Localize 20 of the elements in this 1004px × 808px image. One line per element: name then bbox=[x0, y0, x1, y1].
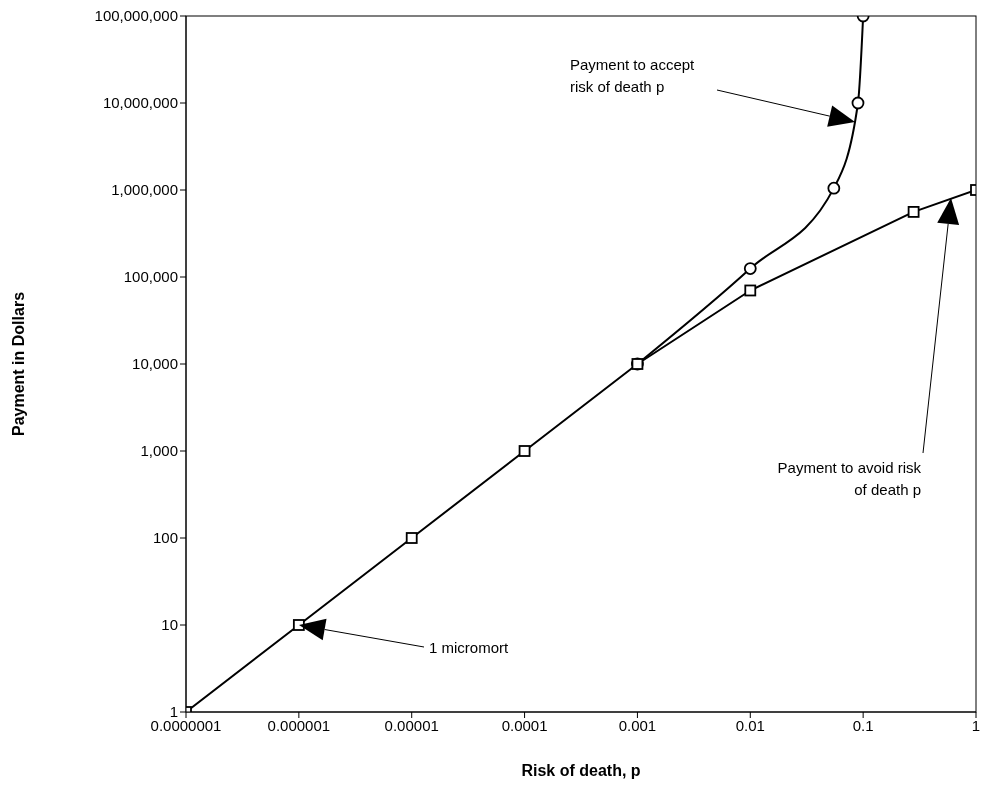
y-tick-label: 100 bbox=[152, 529, 178, 547]
x-tick-label: 0.001 bbox=[618, 716, 657, 734]
x-tick-label: 0.1 bbox=[852, 716, 874, 734]
y-tick-label: 10 bbox=[161, 616, 178, 634]
y-axis-title: Payment in Dollars bbox=[9, 291, 27, 437]
x-tick-label: 0.000001 bbox=[267, 716, 331, 734]
x-tick-label: 1 bbox=[971, 716, 981, 734]
y-tick-label: 100,000,000 bbox=[94, 7, 178, 25]
y-tick-label: 1,000,000 bbox=[111, 181, 178, 199]
x-axis-title: Risk of death, p bbox=[521, 762, 641, 779]
x-tick-label: 0.00001 bbox=[384, 716, 439, 734]
annotation: 1 micromort bbox=[429, 639, 510, 656]
y-tick-label: 100,000 bbox=[123, 268, 178, 286]
x-tick-label: 0.0001 bbox=[501, 716, 548, 734]
y-tick-label: 1,000 bbox=[140, 442, 178, 460]
annotation: Payment to avoid risk of death p bbox=[777, 459, 922, 498]
x-tick-label: 0.01 bbox=[735, 716, 765, 734]
y-tick-label: 10,000 bbox=[132, 355, 178, 373]
y-tick-label: 10,000,000 bbox=[102, 94, 178, 112]
annotation: Payment to accept risk of death p bbox=[570, 56, 696, 95]
